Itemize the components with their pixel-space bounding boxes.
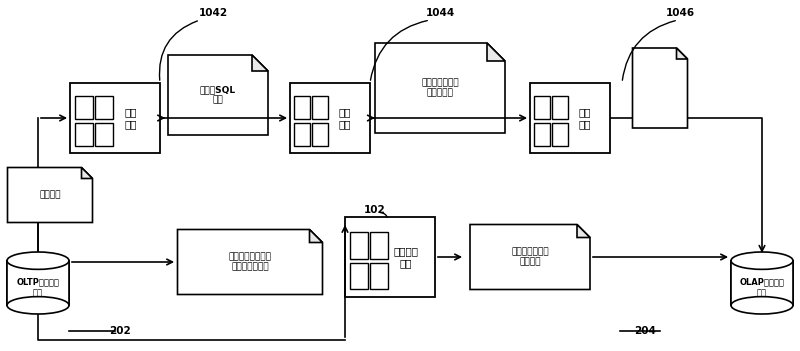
Bar — [74, 96, 93, 119]
Bar — [290, 83, 370, 153]
Bar — [94, 123, 113, 146]
Text: 202: 202 — [109, 326, 131, 336]
Text: 任务所定义的表中
已经存在的数据: 任务所定义的表中 已经存在的数据 — [229, 252, 271, 272]
Text: 经过相应格式转
换的数据: 经过相应格式转 换的数据 — [511, 247, 549, 267]
Bar — [294, 123, 310, 146]
Ellipse shape — [731, 252, 793, 269]
Bar — [294, 96, 310, 119]
Polygon shape — [310, 230, 322, 243]
Ellipse shape — [731, 297, 793, 314]
Bar — [345, 217, 435, 297]
Text: OLTP数据源，
行存: OLTP数据源， 行存 — [17, 278, 59, 297]
Bar — [312, 123, 328, 146]
Polygon shape — [470, 225, 590, 290]
Ellipse shape — [7, 297, 69, 314]
Bar — [7, 261, 69, 305]
Text: 整理后的语句以
事务为单位: 整理后的语句以 事务为单位 — [421, 78, 459, 98]
Text: 1044: 1044 — [426, 8, 454, 18]
Bar — [530, 83, 610, 153]
Bar — [350, 232, 367, 259]
Bar — [7, 261, 69, 305]
Polygon shape — [577, 225, 590, 238]
Polygon shape — [487, 43, 505, 61]
Bar — [731, 261, 793, 305]
Bar — [350, 263, 367, 289]
Text: 第一同步
单元: 第一同步 单元 — [394, 246, 418, 268]
Text: 处理
模块: 处理 模块 — [338, 107, 350, 129]
Text: 提取
模块: 提取 模块 — [125, 107, 138, 129]
Text: 102: 102 — [364, 205, 386, 215]
Polygon shape — [178, 230, 322, 294]
Bar — [534, 123, 550, 146]
Bar — [370, 232, 388, 259]
Bar — [312, 96, 328, 119]
Polygon shape — [7, 167, 93, 223]
Bar — [74, 123, 93, 146]
Bar — [552, 96, 568, 119]
Bar — [94, 96, 113, 119]
Bar — [70, 83, 160, 153]
Bar — [370, 263, 388, 289]
Ellipse shape — [7, 252, 69, 269]
Text: 1042: 1042 — [198, 8, 227, 18]
Polygon shape — [168, 55, 268, 135]
Text: OLAP数据源，
列存: OLAP数据源， 列存 — [739, 278, 785, 297]
Text: 1046: 1046 — [666, 8, 694, 18]
Bar — [731, 261, 793, 305]
Text: 日志信息: 日志信息 — [39, 191, 61, 199]
Text: 应用
模块: 应用 模块 — [578, 107, 590, 129]
Bar — [534, 96, 550, 119]
Polygon shape — [375, 43, 505, 133]
Polygon shape — [82, 167, 93, 179]
Text: 初始的SQL
语句: 初始的SQL 语句 — [200, 85, 236, 105]
Polygon shape — [252, 55, 268, 71]
Polygon shape — [633, 48, 687, 128]
Bar — [552, 123, 568, 146]
Text: 204: 204 — [634, 326, 656, 336]
Polygon shape — [677, 48, 687, 59]
